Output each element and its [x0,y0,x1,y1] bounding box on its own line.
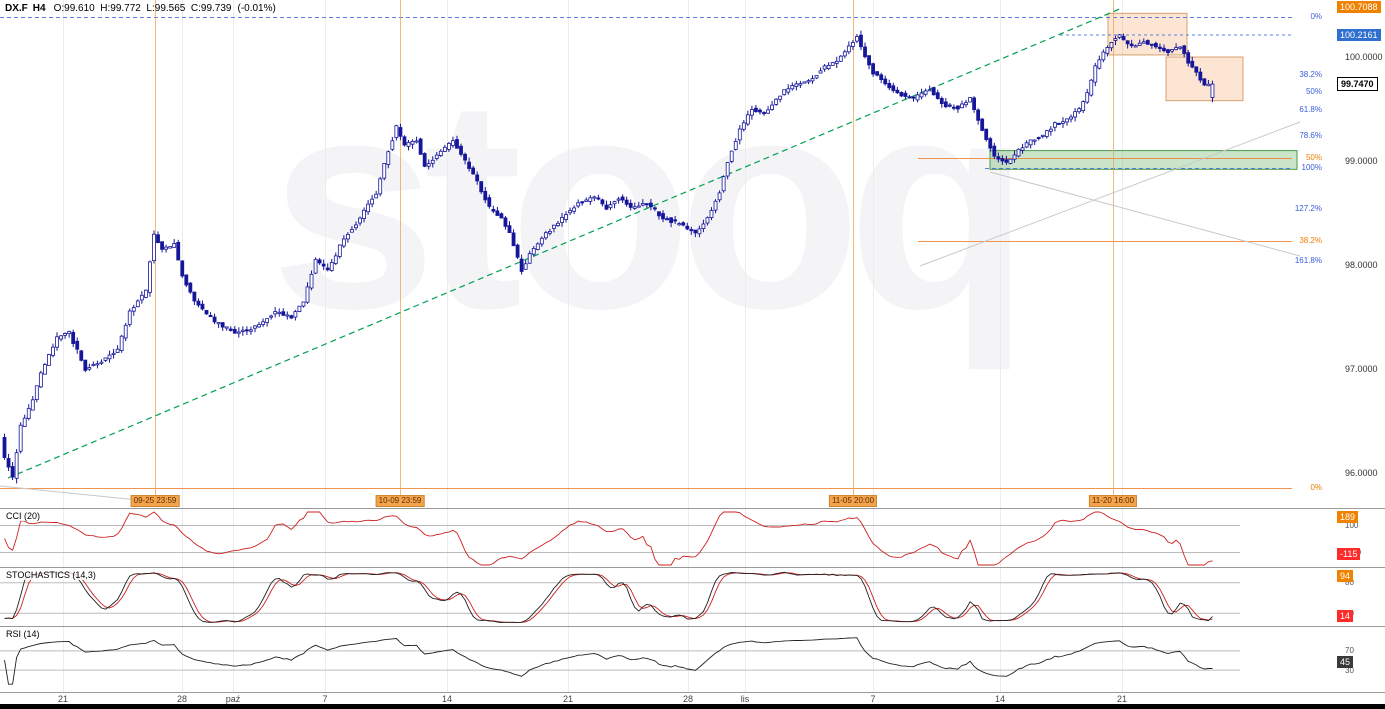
bottom-bar [0,704,1385,709]
ohlc-readout: O:99.610 H:99.772 L:99.565 C:99.739 [53,3,232,14]
candles [2,30,1215,484]
instrument-symbol: DX.F [5,3,28,14]
chart-header: DX.F H4 O:99.610 H:99.772 L:99.565 C:99.73… [5,3,276,14]
timeframe-label: H4 [32,3,46,14]
change-percent: (-0.01%) [237,3,276,14]
